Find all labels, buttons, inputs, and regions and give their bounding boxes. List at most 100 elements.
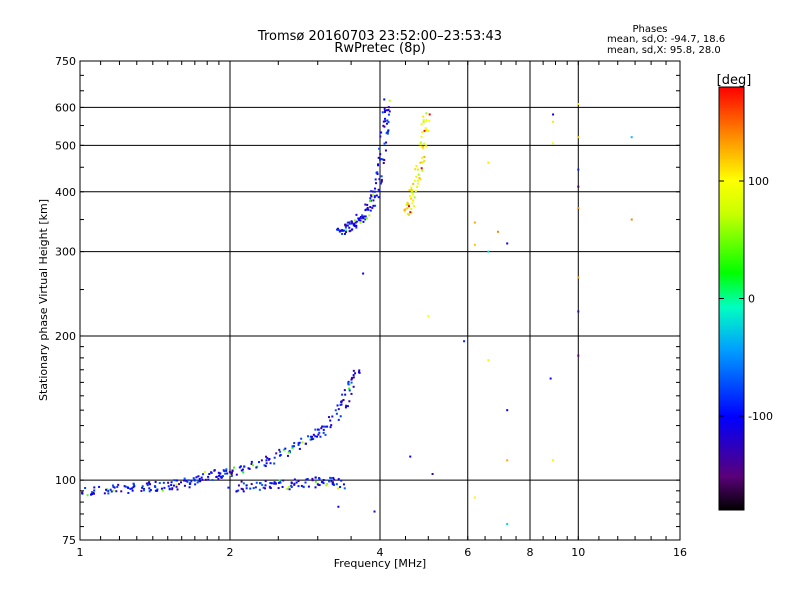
scatter-point <box>130 487 133 490</box>
scatter-point <box>240 487 243 490</box>
scatter-point <box>215 475 218 478</box>
y-tick-label: 300 <box>55 246 76 259</box>
scatter-point <box>304 481 307 484</box>
scatter-point <box>362 272 365 275</box>
scatter-point <box>418 143 421 146</box>
scatter-point <box>379 182 382 185</box>
scatter-point <box>577 168 580 171</box>
scatter-point <box>348 221 351 224</box>
scatter-point <box>377 156 380 159</box>
scatter-point <box>176 479 179 482</box>
scatter-point <box>428 113 431 116</box>
scatter-point <box>416 185 419 188</box>
scatter-point <box>161 489 164 492</box>
scatter-point <box>365 217 368 220</box>
scatter-point <box>320 427 323 430</box>
scatter-point <box>385 141 388 144</box>
scatter-point <box>370 190 373 193</box>
scatter-point <box>324 433 327 436</box>
scatter-point <box>261 483 264 486</box>
scatter-point <box>148 490 151 493</box>
scatter-point <box>329 426 332 429</box>
scatter-point <box>431 473 434 476</box>
scatter-point <box>277 487 280 490</box>
scatter-point <box>247 467 250 470</box>
scatter-point <box>372 193 375 196</box>
scatter-point <box>487 161 490 164</box>
scatter-point <box>413 196 416 199</box>
scatter-point <box>358 219 361 222</box>
scatter-point <box>110 490 113 493</box>
data-points <box>81 98 633 525</box>
scatter-point <box>375 182 378 185</box>
scatter-point <box>372 199 375 202</box>
scatter-point <box>382 124 385 127</box>
scatter-point <box>321 425 324 428</box>
scatter-point <box>141 486 144 489</box>
scatter-point <box>343 487 346 490</box>
scatter-point <box>267 458 270 461</box>
scatter-point <box>251 464 254 467</box>
scatter-point <box>199 480 202 483</box>
scatter-point <box>414 168 417 171</box>
scatter-point <box>374 190 377 193</box>
scatter-point <box>358 369 361 372</box>
scatter-point <box>291 446 294 449</box>
scatter-point <box>347 380 350 383</box>
scatter-point <box>167 485 170 488</box>
scatter-point <box>369 197 372 200</box>
scatter-point <box>279 450 282 453</box>
scatter-point <box>427 315 430 318</box>
scatter-point <box>552 142 555 145</box>
scatter-point <box>89 493 92 496</box>
scatter-point <box>422 145 425 148</box>
scatter-point <box>355 224 358 227</box>
scatter-point <box>279 453 282 456</box>
scatter-point <box>335 412 338 415</box>
scatter-point <box>422 119 425 122</box>
scatter-point <box>340 400 343 403</box>
scatter-point <box>171 488 174 491</box>
scatter-point <box>374 178 377 181</box>
scatter-point <box>238 466 241 469</box>
scatter-point <box>264 484 267 487</box>
x-tick-label: 2 <box>227 546 234 559</box>
scatter-point <box>319 435 322 438</box>
scatter-point <box>127 486 130 489</box>
scatter-point <box>350 381 353 384</box>
scatter-point <box>273 482 276 485</box>
scatter-point <box>325 484 328 487</box>
scatter-point <box>201 478 204 481</box>
scatter-point <box>341 393 344 396</box>
scatter-point <box>223 470 226 473</box>
chart-title: Tromsø 20160703 23:52:00–23:53:43 <box>257 29 502 44</box>
scatter-point <box>277 481 280 484</box>
scatter-point <box>103 492 106 495</box>
x-axis-label: Frequency [MHz] <box>334 557 426 570</box>
scatter-point <box>175 485 178 488</box>
scatter-point <box>359 215 362 218</box>
scatter-point <box>197 480 200 483</box>
scatter-point <box>353 224 356 227</box>
scatter-point <box>194 483 197 486</box>
scatter-point <box>93 489 96 492</box>
scatter-point <box>336 404 339 407</box>
scatter-point <box>387 113 390 116</box>
scatter-point <box>552 113 555 116</box>
scatter-point <box>314 435 317 438</box>
scatter-point <box>372 204 375 207</box>
scatter-point <box>369 206 372 209</box>
scatter-point <box>337 408 340 411</box>
scatter-point <box>369 194 372 197</box>
scatter-point <box>344 223 347 226</box>
scatter-point <box>552 459 555 462</box>
scatter-point <box>318 431 321 434</box>
scatter-point <box>387 129 390 132</box>
scatter-point <box>410 211 413 214</box>
scatter-point <box>411 202 414 205</box>
scatter-point <box>327 416 330 419</box>
scatter-point <box>225 468 228 471</box>
scatter-point <box>350 222 353 225</box>
scatter-point <box>411 189 414 192</box>
scatter-point <box>213 469 216 472</box>
